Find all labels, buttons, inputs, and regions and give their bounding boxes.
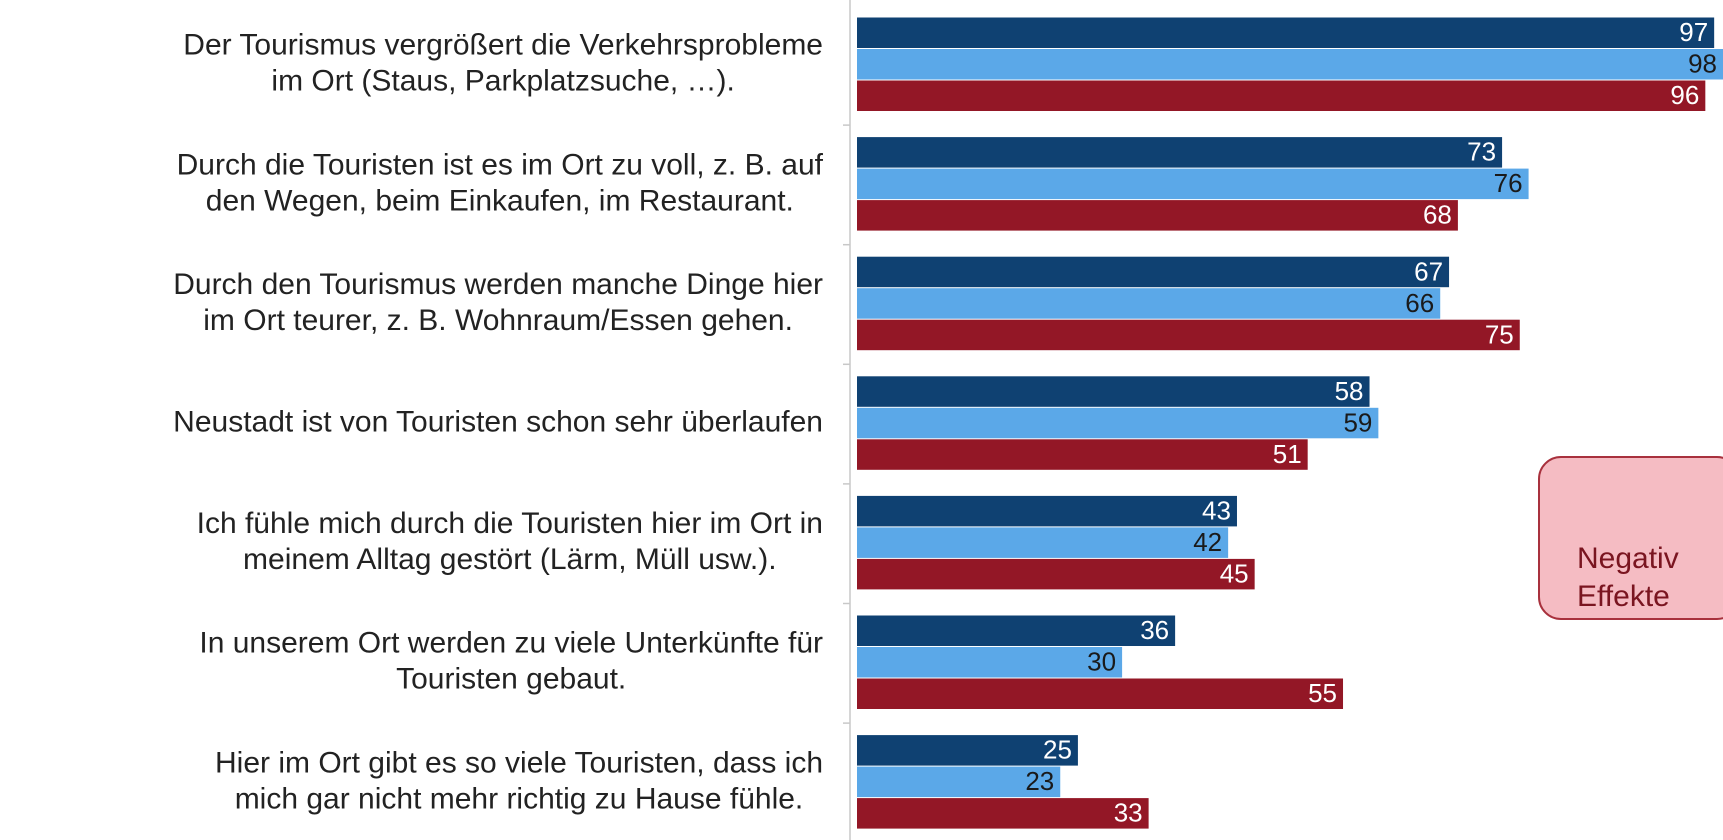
category-label: Touristen gebaut.	[396, 663, 626, 696]
category-label: im Ort teurer, z. B. Wohnraum/Essen gehe…	[203, 304, 793, 337]
bar	[857, 439, 1308, 470]
value-label: 96	[1670, 80, 1699, 110]
category-label: Ich fühle mich durch die Touristen hier …	[197, 507, 823, 540]
value-label: 36	[1140, 615, 1169, 645]
bar	[857, 407, 1379, 439]
bar	[857, 288, 1441, 319]
bar	[857, 527, 1229, 558]
bar	[857, 678, 1344, 709]
bar	[857, 615, 1176, 646]
value-label: 58	[1335, 376, 1364, 406]
bar	[857, 17, 1715, 48]
value-label: 67	[1414, 256, 1443, 286]
value-label: 97	[1679, 17, 1708, 47]
bar	[857, 798, 1149, 829]
annotation-text: Effekte	[1577, 580, 1670, 613]
bar	[857, 319, 1520, 351]
value-label: 45	[1220, 559, 1249, 589]
value-label: 33	[1114, 798, 1143, 828]
bar	[857, 558, 1255, 590]
annotation-box	[1538, 456, 1723, 620]
bar	[857, 735, 1078, 766]
annotation-text: Negativ	[1577, 542, 1679, 575]
value-label: 75	[1485, 319, 1514, 349]
category-label: Durch die Touristen ist es im Ort zu vol…	[177, 148, 824, 181]
bar	[857, 137, 1503, 168]
value-label: 66	[1405, 288, 1434, 318]
bar	[857, 376, 1370, 407]
value-label: 59	[1343, 407, 1372, 437]
value-label: 23	[1025, 766, 1054, 796]
value-label: 76	[1494, 168, 1523, 198]
value-label: 68	[1423, 200, 1452, 230]
category-label: meinem Alltag gestört (Lärm, Müll usw.).	[243, 543, 777, 576]
bar	[857, 766, 1061, 798]
category-label: im Ort (Staus, Parkplatzsuche, …).	[271, 65, 734, 98]
value-label: 30	[1087, 647, 1116, 677]
category-label: Neustadt ist von Touristen schon sehr üb…	[173, 405, 823, 438]
category-label: Hier im Ort gibt es so viele Touristen, …	[215, 746, 823, 779]
category-label: mich gar nicht mehr richtig zu Hause füh…	[235, 782, 804, 815]
bar	[857, 647, 1123, 678]
bar	[857, 80, 1706, 111]
bar	[857, 168, 1529, 200]
value-label: 55	[1308, 678, 1337, 708]
bar	[857, 256, 1450, 288]
bar	[857, 49, 1723, 80]
category-label: den Wegen, beim Einkaufen, im Restaurant…	[206, 184, 794, 217]
bar	[857, 200, 1458, 231]
category-label: Durch den Tourismus werden manche Dinge …	[173, 268, 823, 301]
value-label: 42	[1193, 527, 1222, 557]
bar	[857, 495, 1237, 527]
value-label: 73	[1467, 137, 1496, 167]
category-label: In unserem Ort werden zu viele Unterkünf…	[199, 627, 823, 660]
value-label: 43	[1202, 496, 1231, 526]
value-label: 98	[1688, 49, 1717, 79]
value-label: 25	[1043, 735, 1072, 765]
category-label: Der Tourismus vergrößert die Verkehrspro…	[183, 29, 823, 62]
value-label: 51	[1273, 439, 1302, 469]
